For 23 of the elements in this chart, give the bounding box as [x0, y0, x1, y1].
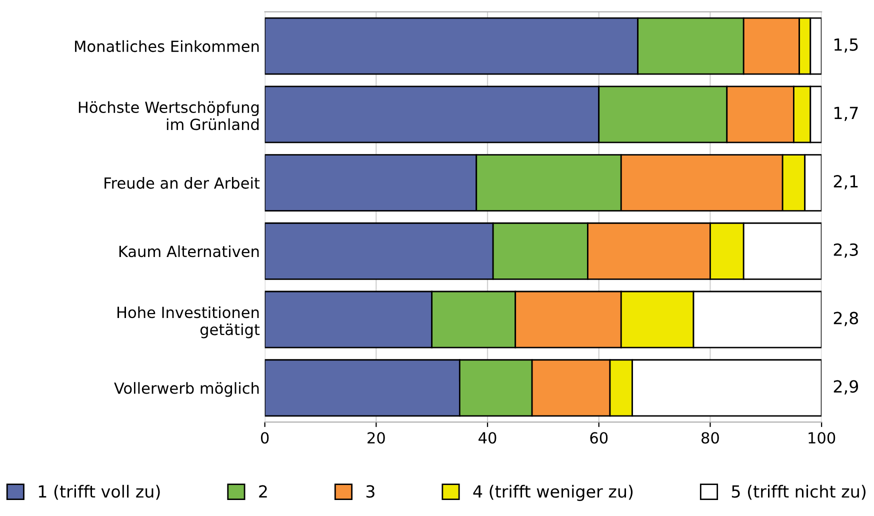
x-tick-label: 100: [808, 432, 836, 444]
x-tick-label: 60: [590, 432, 608, 444]
x-tick-label: 0: [260, 432, 269, 444]
legend-label: 4 (trifft weniger zu): [473, 484, 633, 501]
text: 2,1: [834, 175, 858, 190]
y-tick-label: Monatliches Einkommen: [75, 40, 259, 52]
legend-label: 5 (trifft nicht zu): [732, 484, 866, 500]
y-tick-label: Freude an der Arbeit: [104, 176, 260, 189]
legend-label: 3: [366, 485, 374, 498]
text: 2,9: [834, 380, 858, 394]
y-tick-label: Hohe Investitionen getätigt: [118, 306, 260, 338]
text: 1,7: [834, 106, 858, 121]
y-tick-label: Höchste Wertschöpfung im Grünland: [78, 101, 259, 130]
text: 2,8: [834, 312, 858, 326]
text: 2,3: [834, 243, 858, 258]
x-tick-label: 20: [368, 432, 385, 444]
text: 1,5: [834, 38, 858, 53]
y-tick-label: Vollerwerb möglich: [114, 382, 259, 397]
x-tick-label: 80: [702, 432, 719, 444]
legend-label: 1 (trifft voll zu): [38, 484, 160, 500]
legend-label: 2: [259, 485, 267, 498]
x-tick-label: 40: [478, 432, 496, 444]
y-tick-label: Kaum Alternativen: [119, 245, 259, 258]
